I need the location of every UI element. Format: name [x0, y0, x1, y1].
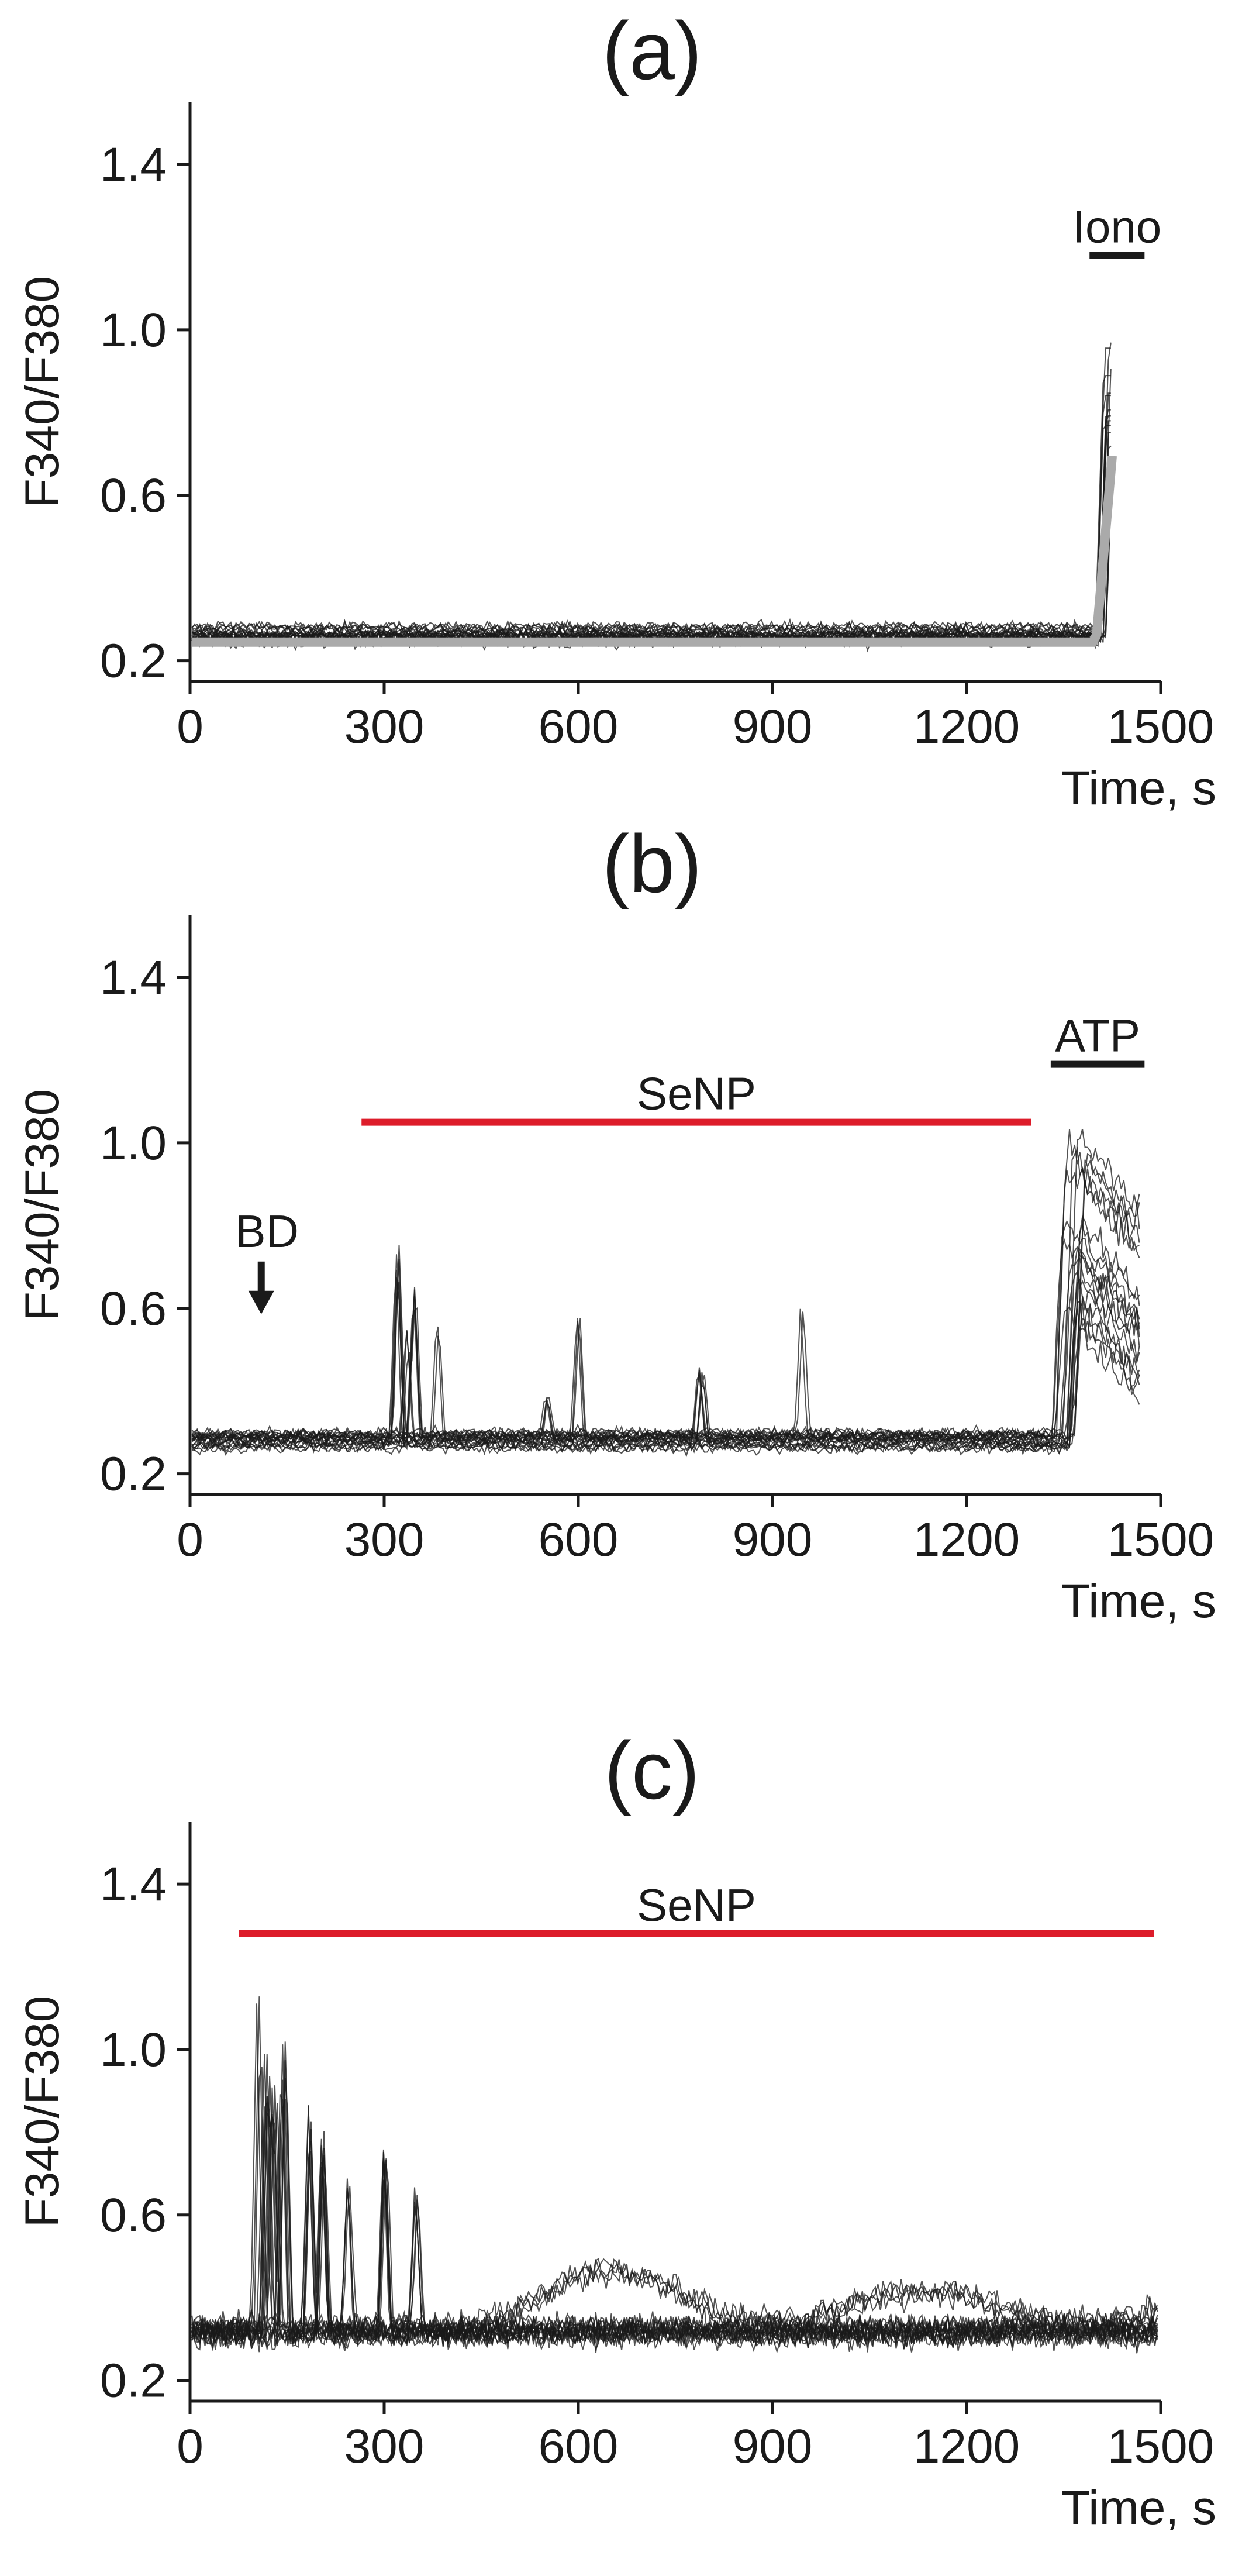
- cell-trace: [191, 1238, 1140, 1456]
- cell-trace: [192, 2113, 1158, 2345]
- traces-group: [191, 1128, 1140, 1458]
- y-tick-label: 0.6: [100, 1282, 167, 1335]
- mean-trace: [192, 455, 1117, 647]
- x-tick-label: 1500: [1107, 2420, 1214, 2473]
- panel-title: (c): [604, 1724, 699, 1816]
- x-tick-label: 1500: [1107, 700, 1214, 753]
- axes: [177, 102, 1162, 694]
- x-tick-label: 300: [344, 700, 425, 753]
- y-tick-label: 0.6: [100, 2189, 167, 2242]
- panel-title: (b): [602, 818, 702, 910]
- x-tick-label: 0: [177, 700, 203, 753]
- traces-group: [191, 1996, 1158, 2354]
- y-axis-label: F340/F380: [16, 1089, 69, 1321]
- x-tick-label: 1200: [913, 1513, 1020, 1566]
- x-tick-label: 900: [733, 2420, 813, 2473]
- chart-panel-a: (a) 0 300 600 900 1200 1500 0.2 0.6 1.0 1.4 Time, s…: [16, 5, 1216, 815]
- cell-trace: [191, 425, 1111, 634]
- arrow-label-bd: BD: [236, 1206, 299, 1257]
- y-tick-label: 0.2: [100, 1448, 167, 1501]
- x-tick-label: 900: [733, 700, 813, 753]
- treatment-label-iono: Iono: [1072, 201, 1161, 253]
- x-tick-label: 1200: [913, 2420, 1020, 2473]
- chart-panel-c: (c) 0 300 600 900 1200 1500 0.2 0.6 1.0 1.4 Time, s…: [16, 1724, 1216, 2534]
- cell-trace: [191, 1277, 1140, 1455]
- cell-trace: [191, 432, 1111, 644]
- y-tick-label: 0.2: [100, 2354, 167, 2408]
- arrow-down-icon: [248, 1290, 274, 1314]
- traces-group: [191, 342, 1117, 653]
- treatment-label-senp: SeNP: [637, 1068, 756, 1120]
- treatment-label-atp: ATP: [1055, 1010, 1140, 1062]
- treatment-label-senp: SeNP: [637, 1879, 756, 1931]
- x-axis-label: Time, s: [1061, 2481, 1216, 2534]
- y-tick-label: 1.4: [100, 138, 167, 191]
- chart-panel-b: (b) 0 300 600 900 1200 1500 0.2 0.6 1.0 1.4 Time, s…: [16, 818, 1216, 1628]
- x-tick-label: 1200: [913, 700, 1020, 753]
- y-tick-label: 0.6: [100, 469, 167, 522]
- x-tick-label: 300: [344, 1513, 425, 1566]
- panel-title: (a): [602, 5, 702, 97]
- x-tick-label: 0: [177, 1513, 203, 1566]
- x-tick-label: 600: [539, 700, 619, 753]
- y-axis-label: F340/F380: [16, 1996, 69, 2228]
- x-axis-label: Time, s: [1061, 1575, 1216, 1628]
- x-tick-label: 600: [539, 2420, 619, 2473]
- y-tick-label: 1.0: [100, 1117, 167, 1170]
- cell-trace: [191, 2096, 1158, 2347]
- cell-trace: [191, 2067, 1158, 2348]
- y-tick-label: 0.2: [100, 635, 167, 688]
- cell-trace: [191, 1180, 1140, 1446]
- cell-trace: [192, 1303, 1140, 1458]
- x-tick-label: 1500: [1107, 1513, 1214, 1566]
- x-tick-label: 300: [344, 2420, 425, 2473]
- x-tick-label: 900: [733, 1513, 813, 1566]
- x-tick-label: 0: [177, 2420, 203, 2473]
- axes: [177, 1822, 1162, 2414]
- x-axis-label: Time, s: [1061, 762, 1216, 815]
- y-tick-label: 1.4: [100, 951, 167, 1004]
- cell-trace: [191, 2100, 1158, 2347]
- y-axis-label: F340/F380: [16, 276, 69, 508]
- y-tick-label: 1.4: [100, 1858, 167, 1911]
- axes: [177, 915, 1162, 1507]
- y-tick-label: 1.0: [100, 304, 167, 357]
- x-tick-label: 600: [539, 1513, 619, 1566]
- y-tick-label: 1.0: [100, 2023, 167, 2076]
